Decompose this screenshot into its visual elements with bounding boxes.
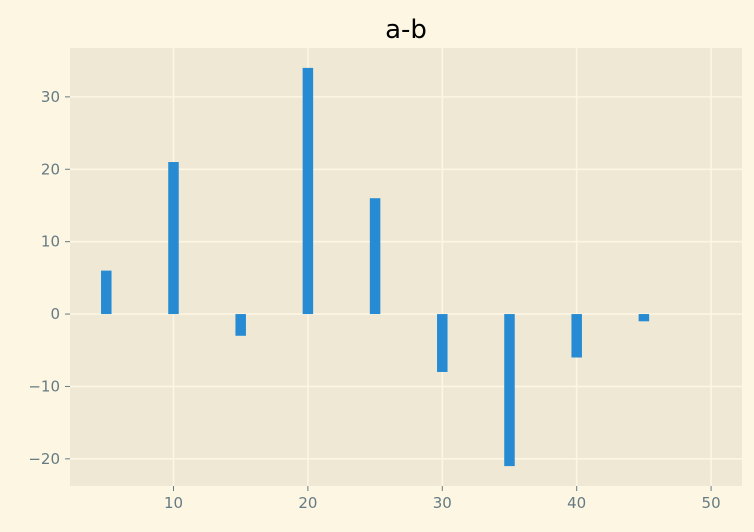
bar (101, 270, 112, 315)
y-tick-label: −20 (28, 450, 60, 468)
bar (369, 198, 381, 315)
y-tick-label: 20 (41, 160, 60, 178)
x-axis-ticks: 10 20 30 40 50 (164, 486, 721, 512)
bar (638, 314, 650, 322)
bar (235, 314, 246, 336)
y-tick-label: −10 (28, 377, 60, 395)
x-tick-label: 30 (433, 494, 452, 512)
y-axis-ticks: −20 −10 0 10 20 30 (28, 88, 70, 468)
grid-lines (70, 48, 742, 486)
plot-area (70, 48, 742, 486)
bar (302, 67, 314, 315)
bar (504, 314, 515, 467)
bars (101, 67, 650, 467)
y-tick-label: 10 (41, 233, 60, 251)
y-tick-label: 0 (50, 305, 60, 323)
bar (571, 314, 582, 358)
x-tick-label: 50 (702, 494, 721, 512)
y-tick-label: 30 (41, 88, 60, 106)
chart-title: a-b (385, 15, 427, 45)
x-tick-label: 20 (298, 494, 317, 512)
x-tick-label: 10 (164, 494, 183, 512)
x-tick-label: 40 (567, 494, 586, 512)
bar (168, 162, 179, 315)
bar (437, 314, 448, 372)
